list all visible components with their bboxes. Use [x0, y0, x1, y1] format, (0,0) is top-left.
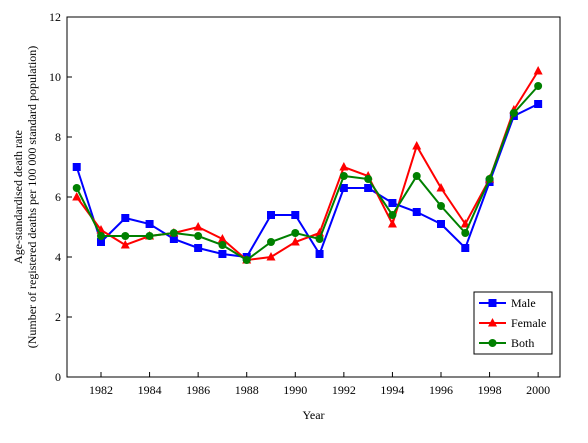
x-tick-label: 1998 [478, 383, 502, 397]
y-tick-label: 12 [49, 10, 61, 24]
legend-label-female: Female [511, 316, 546, 330]
data-point-both [534, 82, 543, 90]
data-point-male [534, 100, 543, 108]
data-point-female [339, 162, 349, 171]
series-line-both [75, 85, 539, 262]
data-point-both [412, 172, 421, 180]
chart-legend: Male Female Both [473, 291, 553, 355]
y-axis-title-group: Age-standardised death rate (Number of r… [11, 46, 39, 349]
y-tick-label: 4 [55, 250, 61, 264]
data-point-male [339, 184, 348, 192]
data-point-both [291, 229, 300, 237]
x-axis-title: Year [302, 408, 324, 422]
data-point-male [388, 199, 397, 207]
data-point-female [193, 222, 203, 231]
legend-marker-female [488, 318, 497, 327]
data-point-female [266, 252, 276, 261]
data-point-female [533, 66, 543, 75]
data-point-male [97, 238, 105, 246]
y-tick-label: 10 [49, 70, 61, 84]
data-point-female [387, 219, 397, 228]
legend-marker-both [488, 339, 497, 347]
y-axis-title: Age-standardised death rate [11, 130, 25, 264]
x-tick-label: 1990 [283, 383, 307, 397]
data-point-both [169, 229, 178, 237]
y-tick-label: 6 [55, 190, 61, 204]
data-point-male [145, 220, 154, 228]
data-point-male [291, 211, 300, 219]
data-point-both [194, 232, 203, 240]
data-point-both [388, 211, 397, 219]
x-tick-label: 1988 [235, 383, 259, 397]
data-point-female [412, 141, 422, 150]
data-point-both [242, 256, 251, 264]
data-point-both [121, 232, 130, 240]
data-point-male [364, 184, 373, 192]
data-point-male [267, 211, 275, 219]
data-point-male [121, 214, 130, 222]
x-tick-label: 1994 [380, 383, 404, 397]
legend-item-both: Both [479, 336, 534, 350]
y-tick-label: 8 [55, 130, 61, 144]
y-tick-label: 0 [55, 370, 61, 384]
data-point-male [218, 250, 227, 258]
legend-item-male: Male [479, 296, 536, 310]
data-point-male [315, 250, 324, 258]
data-point-male [72, 163, 81, 171]
data-point-both [218, 241, 227, 249]
data-point-male [437, 220, 445, 228]
legend-label-both: Both [511, 336, 534, 350]
data-point-female [436, 183, 446, 192]
data-point-both [364, 175, 373, 183]
data-point-male [169, 235, 178, 243]
y-tick-label: 2 [55, 310, 61, 324]
data-point-male [412, 208, 421, 216]
data-point-both [461, 229, 470, 237]
chart-series [72, 66, 543, 264]
legend-label-male: Male [511, 296, 536, 310]
data-point-female [217, 234, 227, 243]
x-tick-label: 2000 [526, 383, 550, 397]
data-point-both [267, 238, 275, 246]
data-point-both [339, 172, 348, 180]
data-point-female [120, 240, 130, 249]
x-tick-label: 1982 [89, 383, 113, 397]
data-point-female [460, 219, 470, 228]
x-tick-label: 1992 [332, 383, 356, 397]
legend-item-female: Female [479, 316, 546, 330]
data-point-both [509, 109, 518, 117]
data-point-both [97, 232, 105, 240]
data-point-both [315, 235, 324, 243]
x-tick-label: 1986 [186, 383, 210, 397]
series-line-male [75, 103, 539, 259]
data-point-male [194, 244, 203, 252]
legend-marker-male [488, 299, 497, 307]
x-tick-label: 1996 [429, 383, 453, 397]
data-point-both [485, 175, 494, 183]
data-point-female [290, 237, 300, 246]
data-point-female [72, 192, 82, 201]
data-point-both [437, 202, 445, 210]
series-both [72, 82, 543, 264]
data-point-both [145, 232, 154, 240]
y-axis-subtitle: (Number of registered deaths per 100 000… [25, 46, 39, 349]
chart-axes: 0 2 4 6 8 10 12 1982 1984 1986 1988 1990 1992 1994 199… [49, 10, 561, 397]
x-tick-label: 1984 [138, 383, 162, 397]
data-point-both [72, 184, 81, 192]
data-point-male [461, 244, 470, 252]
